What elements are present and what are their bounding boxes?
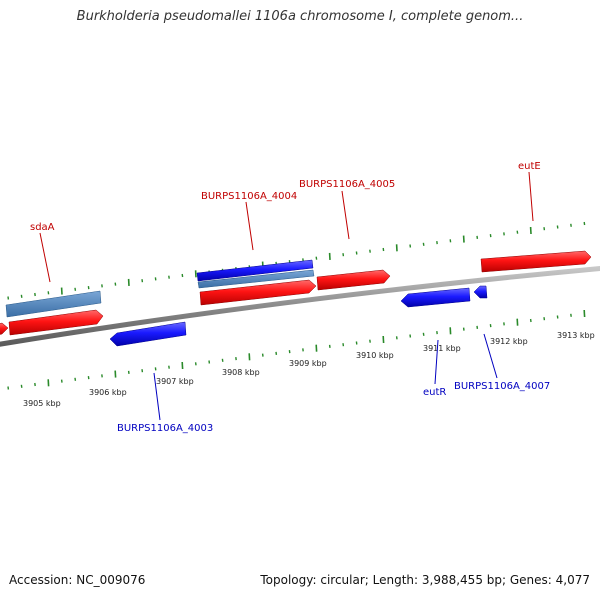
lower-tick-row xyxy=(7,309,586,390)
rna-feature-sdaA[interactable] xyxy=(5,290,102,318)
genome-title: Burkholderia pseudomallei 1106a chromoso… xyxy=(76,9,524,24)
gene-eutR[interactable] xyxy=(400,287,471,308)
label-burps4005[interactable]: BURPS1106A_4005 xyxy=(299,179,395,190)
label-sdaA[interactable]: sdaA xyxy=(30,222,55,233)
label-burps4004[interactable]: BURPS1106A_4004 xyxy=(201,191,297,202)
gene-burps4005[interactable] xyxy=(316,269,391,291)
leader-eutR xyxy=(434,339,439,385)
label-leaders xyxy=(39,171,534,421)
tick-label-3907: 3907 kbp xyxy=(156,377,194,386)
gene-labels: sdaA BURPS1106A_4004 BURPS1106A_4005 eut… xyxy=(30,161,550,434)
feature-track[interactable] xyxy=(0,250,592,347)
label-burps4007[interactable]: BURPS1106A_4007 xyxy=(454,381,550,392)
chromosome-backbone xyxy=(0,265,600,347)
accession-text: Accession: NC_009076 xyxy=(9,573,146,587)
genome-summary-text: Topology: circular; Length: 3,988,455 bp… xyxy=(260,573,590,587)
tick-label-3909: 3909 kbp xyxy=(289,359,327,368)
tick-labels: 3905 kbp 3906 kbp 3907 kbp 3908 kbp 3909… xyxy=(23,331,595,408)
leader-sdaA xyxy=(39,232,51,283)
leader-burps4007 xyxy=(483,333,498,379)
tick-label-3911: 3911 kbp xyxy=(423,344,461,353)
forward-gene-partial[interactable] xyxy=(0,322,9,335)
tick-label-3913: 3913 kbp xyxy=(557,331,595,340)
gene-burps4003[interactable] xyxy=(109,321,187,347)
leader-burps4005 xyxy=(341,190,350,240)
leader-burps4004 xyxy=(245,201,254,251)
gene-sdaA[interactable] xyxy=(8,309,104,336)
leader-eutE xyxy=(528,171,534,222)
label-burps4003[interactable]: BURPS1106A_4003 xyxy=(117,423,213,434)
leader-burps4003 xyxy=(153,372,161,421)
tick-label-3912: 3912 kbp xyxy=(490,337,528,346)
gene-burps4004-red[interactable] xyxy=(199,279,317,306)
tick-label-3905: 3905 kbp xyxy=(23,399,61,408)
tick-label-3906: 3906 kbp xyxy=(89,388,127,397)
rna-feature-burps4004[interactable] xyxy=(197,269,315,289)
tick-label-3910: 3910 kbp xyxy=(356,351,394,360)
label-eutR[interactable]: eutR xyxy=(423,387,446,398)
gene-eutE[interactable] xyxy=(480,250,592,273)
tick-label-3908: 3908 kbp xyxy=(222,368,260,377)
gene-burps4004-blue[interactable] xyxy=(196,259,314,282)
gene-burps4007[interactable] xyxy=(473,285,488,299)
label-eutE[interactable]: eutE xyxy=(518,161,541,172)
